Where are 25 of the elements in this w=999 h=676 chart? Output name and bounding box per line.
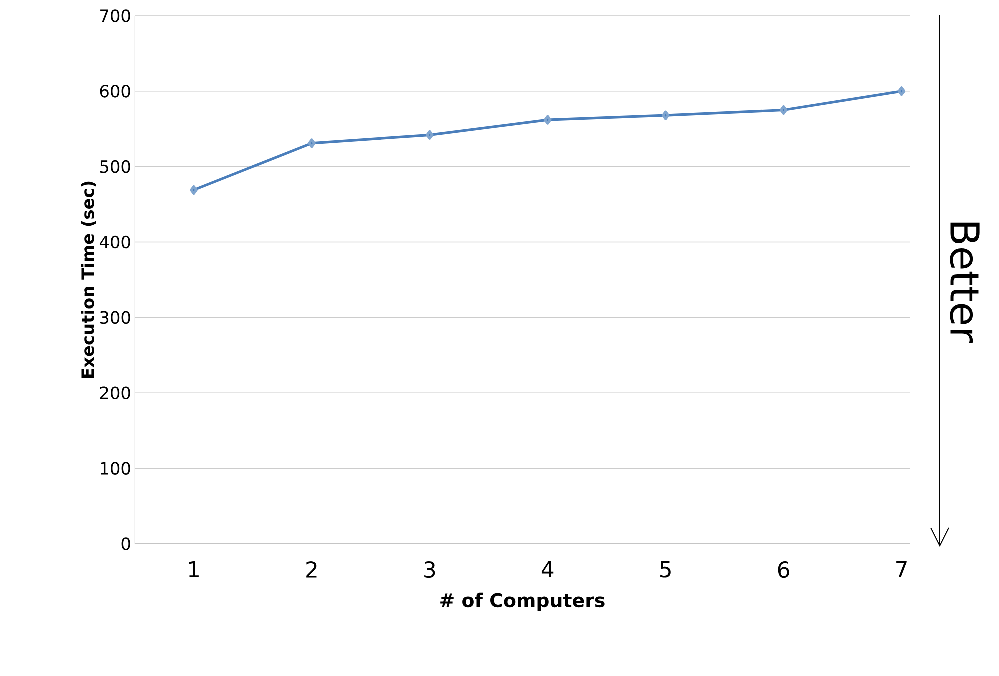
y-axis-title: Execution Time (sec) — [81, 182, 96, 378]
x-tick-label: 6 — [778, 562, 790, 578]
point — [898, 86, 906, 96]
x-tick-label: 7 — [896, 562, 907, 578]
y-tick-label: 400 — [100, 236, 130, 249]
x-tick-label: 3 — [424, 562, 436, 578]
point — [662, 110, 670, 120]
point — [544, 115, 552, 125]
y-tick-label: 600 — [100, 85, 130, 98]
y-tick-label: 700 — [100, 10, 130, 22]
point — [426, 130, 434, 140]
x-tick-label: 4 — [542, 562, 554, 578]
x-tick-label: 1 — [189, 562, 199, 578]
x-tick-label: 5 — [660, 562, 671, 578]
y-tick-label: 100 — [101, 462, 130, 475]
y-tick-label: 300 — [100, 311, 130, 324]
x-axis-title: # of Computers — [440, 592, 605, 612]
text: Better — [950, 222, 980, 343]
x-tick-label: 2 — [306, 562, 317, 578]
y-tick-label: 200 — [100, 386, 130, 400]
point — [780, 105, 788, 116]
y-tick-label: 0 — [122, 538, 130, 550]
point — [190, 185, 198, 196]
y-tick-label: 500 — [100, 160, 130, 174]
point — [308, 138, 316, 148]
